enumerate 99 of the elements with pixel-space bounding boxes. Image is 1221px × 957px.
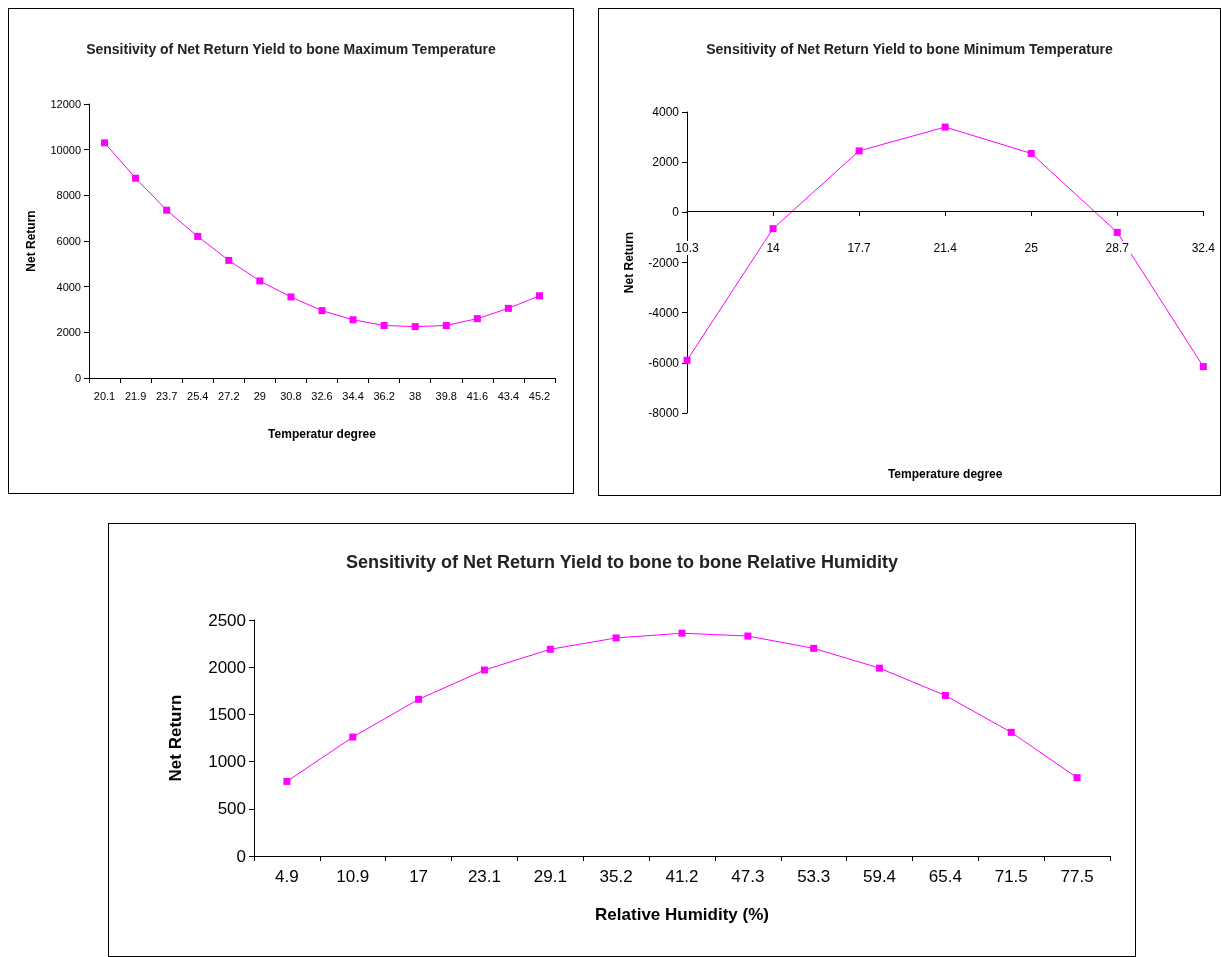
y-tick-label: 1000 bbox=[208, 752, 246, 772]
point bbox=[194, 232, 202, 240]
y-tick-label: -8000 bbox=[648, 406, 680, 420]
x-tick-label: 10.9 bbox=[336, 867, 370, 886]
x-tick-label: 32.6 bbox=[311, 389, 333, 402]
y-tick-label: 2000 bbox=[652, 155, 680, 170]
chart-title: Sensitivity of Net Return Yield to bone to bone Relative Humidity bbox=[345, 552, 899, 572]
point bbox=[855, 147, 863, 155]
point bbox=[318, 307, 326, 315]
point bbox=[612, 634, 620, 642]
point bbox=[287, 293, 295, 301]
point bbox=[283, 777, 291, 785]
y-tick-label: 10000 bbox=[50, 143, 81, 156]
y-tick-label: 2000 bbox=[56, 326, 81, 339]
point bbox=[678, 629, 686, 637]
point bbox=[349, 733, 357, 741]
point bbox=[535, 292, 543, 300]
x-tick-label: 20.1 bbox=[93, 389, 116, 402]
y-tick-label: 6000 bbox=[56, 235, 81, 247]
point bbox=[941, 692, 949, 700]
y-tick-label: 4000 bbox=[652, 105, 680, 119]
point bbox=[941, 123, 949, 131]
y-axis-title: Net Return bbox=[622, 231, 636, 294]
point bbox=[132, 174, 140, 182]
x-axis-title: Temperature degree bbox=[887, 467, 1003, 481]
y-tick-label: 0 bbox=[74, 372, 81, 384]
point bbox=[415, 695, 423, 703]
point bbox=[504, 304, 512, 312]
point bbox=[380, 321, 388, 329]
x-tick-label: 23.1 bbox=[467, 867, 502, 886]
x-tick-label: 32.4 bbox=[1191, 241, 1216, 255]
x-tick-label: 38 bbox=[409, 389, 422, 402]
x-tick-label: 14 bbox=[766, 241, 781, 255]
x-tick-label: 29.1 bbox=[533, 867, 567, 886]
x-tick-label: 41.6 bbox=[466, 389, 489, 402]
x-tick-label: 10.3 bbox=[675, 241, 699, 255]
y-axis-title: Net Return bbox=[166, 694, 185, 782]
y-tick-label: 4000 bbox=[56, 280, 81, 293]
point bbox=[163, 206, 171, 214]
point bbox=[1113, 228, 1121, 236]
x-tick-label: 21.9 bbox=[124, 389, 147, 402]
point bbox=[480, 666, 488, 674]
x-tick-label: 34.4 bbox=[342, 389, 364, 402]
x-tick-label: 25.4 bbox=[187, 389, 209, 402]
x-tick-label: 47.3 bbox=[731, 867, 765, 886]
point bbox=[101, 139, 109, 147]
x-tick-label: 25 bbox=[1024, 241, 1039, 255]
x-tick-label: 27.2 bbox=[218, 389, 240, 402]
x-tick-label: 29 bbox=[253, 389, 266, 402]
y-tick-label: -4000 bbox=[648, 305, 680, 320]
x-tick-label: 28.7 bbox=[1105, 241, 1130, 255]
x-tick-label: 65.4 bbox=[928, 867, 962, 886]
chart-title: Sensitivity of Net Return Yield to bone Minimum Temperature bbox=[706, 41, 1113, 57]
x-tick-label: 23.7 bbox=[155, 389, 178, 402]
point bbox=[256, 277, 264, 285]
y-tick-label: 500 bbox=[217, 799, 246, 819]
y-tick-label: 0 bbox=[236, 846, 246, 866]
x-axis-title: Temperatur degree bbox=[268, 427, 377, 441]
point bbox=[744, 632, 752, 640]
y-tick-label: 2000 bbox=[208, 657, 246, 677]
y-tick-label: 8000 bbox=[56, 189, 81, 202]
point bbox=[546, 645, 554, 653]
point bbox=[683, 356, 691, 364]
x-tick-label: 35.2 bbox=[599, 867, 633, 886]
x-tick-label: 77.5 bbox=[1060, 867, 1094, 886]
y-tick-label: 0 bbox=[672, 205, 680, 220]
y-axis-title: Net Return bbox=[24, 210, 38, 272]
point bbox=[225, 256, 233, 264]
point bbox=[473, 315, 481, 323]
x-tick-label: 17 bbox=[409, 867, 429, 886]
chart-title: Sensitivity of Net Return Yield to bone Maximum Temperature bbox=[86, 41, 497, 57]
x-tick-label: 17.7 bbox=[847, 241, 872, 255]
x-axis-title: Relative Humidity (%) bbox=[595, 905, 769, 924]
point bbox=[1073, 774, 1081, 782]
point bbox=[876, 664, 884, 672]
y-tick-label: -2000 bbox=[648, 255, 680, 270]
point bbox=[1027, 149, 1035, 157]
x-tick-label: 41.2 bbox=[665, 867, 699, 886]
x-tick-label: 71.5 bbox=[994, 867, 1028, 886]
x-tick-label: 45.2 bbox=[528, 389, 551, 402]
x-tick-label: 30.8 bbox=[280, 389, 302, 402]
x-tick-label: 59.4 bbox=[862, 867, 897, 886]
x-tick-label: 39.8 bbox=[435, 389, 457, 402]
y-tick-label: 1500 bbox=[208, 704, 246, 724]
point bbox=[1199, 363, 1207, 371]
point bbox=[411, 323, 419, 331]
x-tick-label: 4.9 bbox=[275, 867, 299, 886]
x-tick-label: 21.4 bbox=[933, 241, 958, 255]
y-tick-label: -6000 bbox=[648, 355, 680, 370]
y-tick-label: 2500 bbox=[208, 610, 246, 630]
y-tick-label: 12000 bbox=[50, 98, 81, 110]
x-tick-label: 53.3 bbox=[797, 867, 831, 886]
x-tick-label: 43.4 bbox=[497, 389, 520, 402]
point bbox=[769, 225, 777, 233]
point bbox=[442, 321, 450, 329]
point bbox=[349, 316, 357, 324]
point bbox=[1007, 728, 1015, 736]
x-tick-label: 36.2 bbox=[373, 389, 395, 402]
point bbox=[810, 644, 818, 652]
